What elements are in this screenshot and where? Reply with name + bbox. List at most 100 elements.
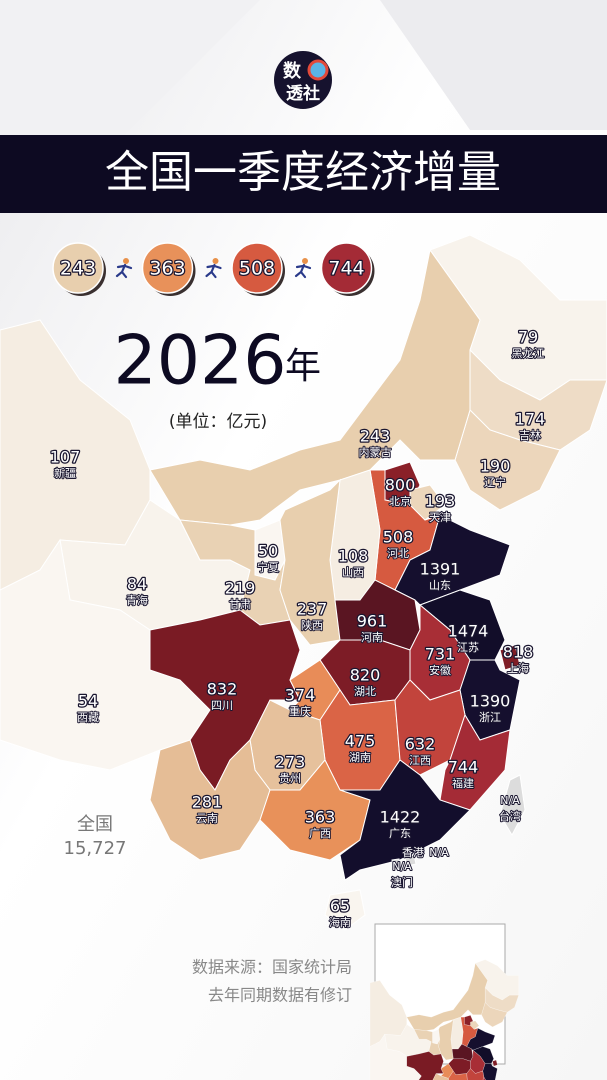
region-name: 广西 xyxy=(309,827,331,840)
region-name: 山东 xyxy=(429,579,451,592)
region-value: 273 xyxy=(275,753,306,772)
region-name: 海南 xyxy=(329,915,351,929)
region-value: 800 xyxy=(385,476,416,495)
region-name: 甘肃 xyxy=(229,598,251,611)
region-name: 四川 xyxy=(211,699,233,712)
region-name: 江西 xyxy=(409,754,431,767)
region-value: 79 xyxy=(518,328,538,347)
logo-text: 数 xyxy=(283,60,302,82)
region-value: 174 xyxy=(515,410,546,429)
region-name: 山西 xyxy=(342,566,364,579)
region-value: N/A xyxy=(500,794,520,807)
region-value: 820 xyxy=(350,666,381,685)
region-name: 香港 xyxy=(402,846,424,859)
title-bar xyxy=(0,135,607,213)
region-value: 243 xyxy=(360,427,391,446)
region-name: 安徽 xyxy=(429,663,451,677)
region-name: 辽宁 xyxy=(484,475,506,489)
region-value: 632 xyxy=(405,735,436,754)
region-value: 108 xyxy=(338,547,369,566)
region-name: 江苏 xyxy=(457,641,479,654)
region-name: 吉林 xyxy=(519,428,541,442)
logo-text: 透社 xyxy=(286,83,320,104)
bg-shape xyxy=(380,0,607,130)
region-name: 台湾 xyxy=(499,809,521,823)
legend-swatch xyxy=(52,242,104,294)
region-name: 上海 xyxy=(507,661,529,675)
map xyxy=(0,234,607,931)
region-value: 1474 xyxy=(448,622,489,641)
legend-value: 508 xyxy=(239,258,275,280)
region-name: 河北 xyxy=(387,547,409,560)
region xyxy=(391,858,401,867)
region-name: 浙江 xyxy=(479,711,501,724)
region xyxy=(439,713,511,811)
region-value: 1390 xyxy=(470,692,511,711)
total-name: 全国 xyxy=(77,814,113,835)
region-value: 107 xyxy=(50,448,81,467)
region xyxy=(394,514,511,606)
runner-icon xyxy=(302,258,308,264)
region-value: 54 xyxy=(78,692,98,711)
region-name: 河南 xyxy=(361,631,383,644)
region-value: 508 xyxy=(383,528,414,547)
region-value: 50 xyxy=(258,542,278,561)
region-name: 澳门 xyxy=(391,875,413,889)
unit: (单位：亿元) xyxy=(169,412,267,432)
region-name: 内蒙古 xyxy=(359,445,392,459)
logo-lens xyxy=(307,59,329,81)
region-name: 陕西 xyxy=(301,618,323,632)
region-value: 281 xyxy=(192,793,223,812)
region-value: 475 xyxy=(345,732,376,751)
runner-icon xyxy=(115,263,133,279)
region-name: 湖南 xyxy=(349,751,371,764)
region-name: 黑龙江 xyxy=(512,347,545,360)
region xyxy=(324,889,366,931)
region-value: 363 xyxy=(305,808,336,827)
source: 数据来源：国家统计局 xyxy=(192,958,352,977)
legend-value: 744 xyxy=(328,258,364,280)
region-value: 84 xyxy=(127,575,147,594)
region xyxy=(499,644,521,671)
region-value: 832 xyxy=(207,680,238,699)
region-value: 818 xyxy=(503,643,534,662)
region xyxy=(499,774,526,837)
region-name: 云南 xyxy=(196,812,218,825)
runner-icon xyxy=(123,258,129,264)
year-suffix: 年 xyxy=(285,346,321,387)
region-name: 北京 xyxy=(389,494,411,508)
legend-value: 243 xyxy=(60,258,96,280)
region-value: 961 xyxy=(357,612,388,631)
runner-icon xyxy=(294,263,312,279)
legend-swatch xyxy=(141,242,194,294)
region-value: 190 xyxy=(480,457,511,476)
region xyxy=(454,409,561,511)
legend-swatch xyxy=(231,242,283,294)
region-name: 西藏 xyxy=(77,711,99,724)
region-value: 744 xyxy=(448,758,479,777)
region-name: 贵州 xyxy=(279,772,301,785)
region-name: 青海 xyxy=(126,593,148,607)
region-value: N/A xyxy=(392,860,412,873)
region-name: 重庆 xyxy=(289,704,311,718)
runner-icon xyxy=(205,263,222,279)
region-value: 65 xyxy=(330,897,350,916)
region xyxy=(149,738,271,861)
region-name: 福建 xyxy=(452,776,474,790)
region-value: 731 xyxy=(425,645,456,664)
region xyxy=(149,248,481,526)
legend-value: 363 xyxy=(149,258,185,280)
legend-swatch xyxy=(320,242,373,294)
legend: 243 363 508 744 xyxy=(52,242,375,296)
region xyxy=(339,759,471,881)
year: 2026 xyxy=(113,322,286,401)
note: 去年同期数据有修订 xyxy=(208,986,352,1005)
title: 全国一季度经济增量 xyxy=(105,147,501,198)
region-value: 1422 xyxy=(380,808,421,827)
runner-icon xyxy=(212,258,219,264)
region-name: 新疆 xyxy=(54,466,76,480)
region-name: 广东 xyxy=(389,827,411,840)
region-name: 湖北 xyxy=(354,685,376,698)
